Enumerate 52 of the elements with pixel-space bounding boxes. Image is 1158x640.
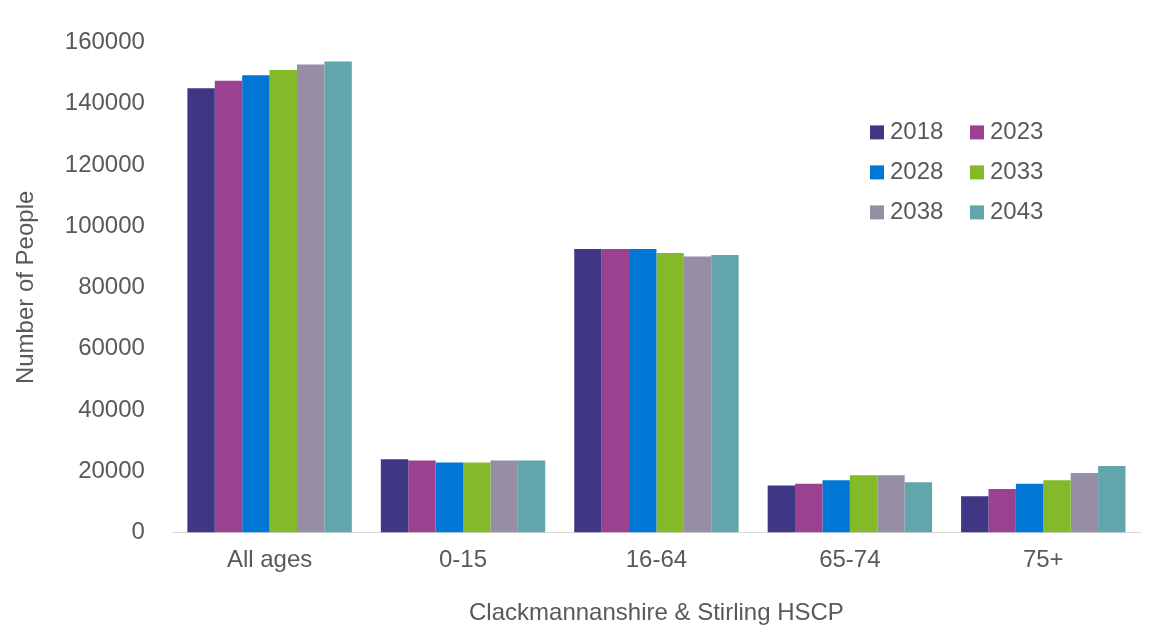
y-tick-label: 0 — [131, 517, 145, 545]
y-tick-label: 20000 — [78, 455, 145, 483]
x-tick-label: 65-74 — [819, 545, 881, 573]
bar — [1015, 483, 1044, 533]
bar — [214, 80, 243, 533]
bar — [269, 69, 297, 533]
bar — [904, 482, 933, 533]
x-tick-label: All ages — [226, 545, 313, 573]
legend-label: 2028 — [890, 157, 944, 185]
y-tick-label: 60000 — [78, 333, 145, 361]
bar — [435, 462, 464, 533]
bar — [683, 256, 712, 533]
bar — [408, 460, 436, 533]
bar — [574, 249, 602, 533]
bar — [767, 485, 796, 533]
bar — [297, 64, 325, 533]
bar — [517, 460, 546, 533]
bar — [711, 254, 739, 533]
legend-label: 2038 — [890, 197, 944, 225]
bar — [656, 253, 684, 533]
bar — [1098, 465, 1126, 533]
bar — [849, 475, 878, 533]
bar — [1070, 472, 1099, 533]
bar — [961, 496, 989, 533]
y-tick-label: 160000 — [64, 27, 145, 55]
y-tick-label: 40000 — [78, 394, 145, 422]
bar — [380, 459, 409, 533]
bar — [187, 88, 215, 533]
legend-label: 2033 — [990, 157, 1044, 185]
y-tick-label: 120000 — [64, 149, 145, 177]
bar — [877, 475, 905, 533]
y-tick-label: 100000 — [64, 210, 145, 238]
x-tick-label: 16-64 — [625, 545, 688, 573]
x-tick-label: 0-15 — [439, 545, 488, 573]
bar — [822, 480, 850, 533]
y-tick-label: 140000 — [64, 88, 145, 116]
bar — [629, 249, 657, 533]
legend-label: 2023 — [990, 117, 1044, 145]
y-axis-title: Number of People — [11, 190, 39, 385]
bar — [242, 75, 270, 533]
bar — [324, 61, 352, 533]
bar — [988, 488, 1016, 533]
x-tick-label: 75+ — [1022, 545, 1064, 573]
bar — [490, 460, 518, 533]
bar — [601, 249, 630, 533]
legend-label: 2018 — [890, 117, 944, 145]
legend-label: 2043 — [990, 197, 1044, 225]
x-axis-title: Clackmannanshire & Stirling HSCP — [469, 598, 844, 626]
bar — [463, 462, 491, 533]
bar — [1043, 480, 1071, 533]
y-tick-label: 80000 — [78, 272, 145, 300]
bar — [795, 483, 823, 533]
